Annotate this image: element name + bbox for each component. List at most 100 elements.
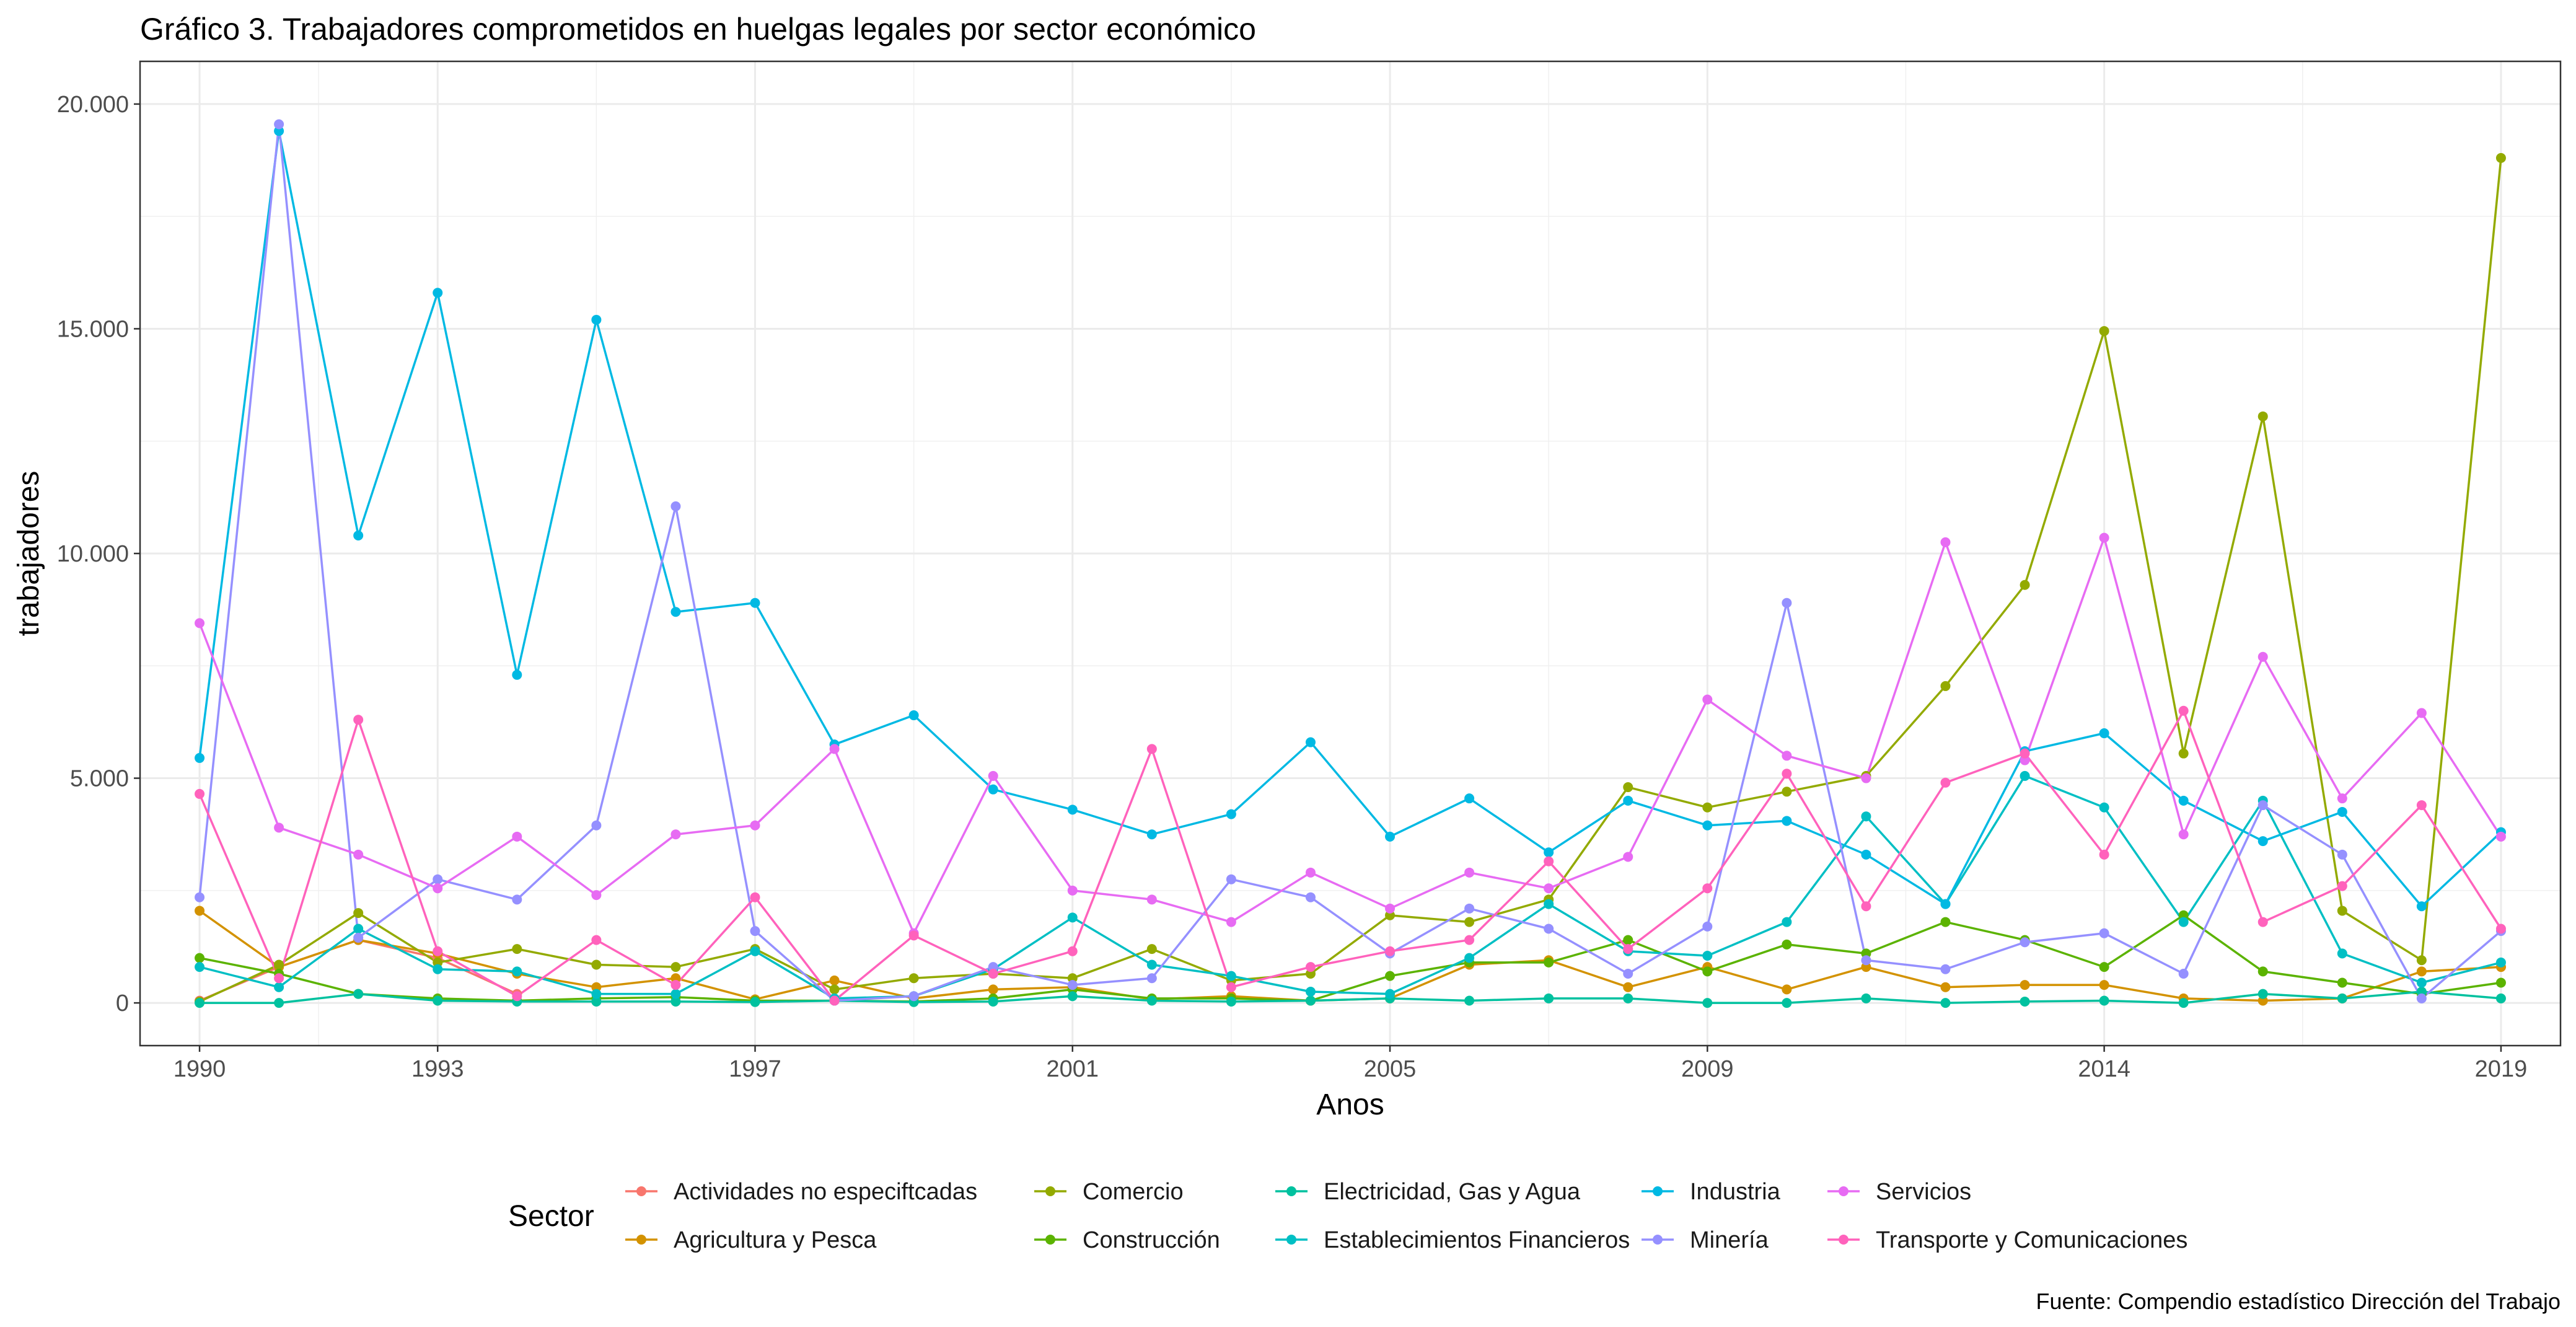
- x-tick-label: 2001: [1046, 1056, 1099, 1082]
- legend-label: Establecimientos Financieros: [1324, 1227, 1630, 1253]
- data-point-5: [274, 982, 284, 992]
- legend-key-point: [1839, 1235, 1848, 1245]
- data-point-5: [2020, 770, 2030, 781]
- data-point-7: [1940, 964, 1951, 974]
- data-point-3: [195, 953, 205, 963]
- series-line-8: [198, 536, 2502, 935]
- data-point-4: [1861, 993, 1871, 1003]
- data-point-4: [1782, 998, 1792, 1008]
- data-point-8: [1146, 894, 1157, 905]
- data-point-7: [750, 926, 760, 937]
- data-point-6: [1623, 795, 1633, 806]
- data-point-7: [1067, 980, 1078, 990]
- data-point-4: [2495, 993, 2506, 1003]
- data-point-2: [1464, 917, 1475, 927]
- legend-item: Construcción: [1034, 1227, 1220, 1253]
- data-point-4: [1067, 991, 1078, 1002]
- data-point-8: [591, 890, 602, 901]
- data-point-1: [2099, 980, 2109, 990]
- data-point-4: [988, 996, 998, 1007]
- data-point-8: [1385, 903, 1396, 914]
- data-point-4: [1940, 998, 1951, 1008]
- data-point-2: [1782, 787, 1792, 797]
- data-point-1: [1623, 982, 1633, 992]
- legend-item: Servicios: [1827, 1179, 1971, 1205]
- data-point-1: [829, 975, 840, 985]
- data-point-9: [591, 935, 602, 945]
- data-point-6: [908, 710, 919, 721]
- x-tick-label: 2009: [1681, 1056, 1734, 1082]
- data-point-6: [2337, 806, 2347, 817]
- data-point-8: [1782, 751, 1792, 761]
- series-lines: [198, 123, 2502, 1004]
- data-point-6: [1702, 820, 1713, 831]
- data-point-8: [1702, 694, 1713, 705]
- data-point-8: [512, 831, 522, 842]
- data-point-3: [2337, 977, 2347, 988]
- data-point-3: [1385, 971, 1396, 981]
- data-point-9: [512, 991, 522, 1002]
- data-point-5: [591, 989, 602, 999]
- data-point-5: [2495, 957, 2506, 968]
- legend-item: Industria: [1642, 1179, 1781, 1205]
- x-tick-label: 1997: [729, 1056, 781, 1082]
- data-point-4: [2099, 995, 2109, 1006]
- data-point-7: [2020, 937, 2030, 948]
- data-point-4: [195, 998, 205, 1008]
- data-point-5: [670, 989, 681, 999]
- data-point-7: [1623, 968, 1633, 979]
- data-point-5: [1464, 953, 1475, 963]
- data-point-4: [433, 995, 443, 1006]
- data-point-8: [1226, 917, 1236, 927]
- data-point-8: [829, 744, 840, 754]
- data-point-7: [1702, 921, 1713, 932]
- data-point-9: [353, 715, 364, 725]
- data-point-2: [2495, 152, 2506, 163]
- data-point-9: [1623, 944, 1633, 954]
- data-point-6: [1385, 831, 1396, 842]
- y-tick-label: 20.000: [57, 92, 129, 118]
- data-point-7: [2099, 928, 2109, 938]
- data-point-7: [1226, 874, 1236, 884]
- data-point-9: [750, 892, 760, 902]
- legend-item: Transporte y Comunicaciones: [1827, 1227, 2187, 1253]
- data-point-6: [1861, 849, 1871, 860]
- data-point-2: [2178, 748, 2189, 759]
- data-point-2: [829, 984, 840, 995]
- legend-key-point: [1045, 1235, 1055, 1245]
- data-point-2: [512, 944, 522, 954]
- legend-item: Comercio: [1034, 1179, 1184, 1205]
- data-point-7: [2416, 993, 2427, 1003]
- data-point-9: [2337, 881, 2347, 891]
- data-point-9: [2099, 849, 2109, 860]
- data-point-4: [1702, 998, 1713, 1008]
- series-line-6: [198, 130, 2502, 907]
- data-point-9: [988, 968, 998, 979]
- data-point-8: [1861, 773, 1871, 783]
- y-tick-label: 15.000: [57, 316, 129, 342]
- data-point-5: [2099, 802, 2109, 813]
- data-point-8: [1940, 537, 1951, 547]
- data-point-7: [2337, 849, 2347, 860]
- x-tick-label: 2005: [1364, 1056, 1417, 1082]
- data-point-8: [2495, 831, 2506, 842]
- data-point-9: [1861, 901, 1871, 912]
- data-point-8: [2416, 708, 2427, 718]
- x-tick-label: 1990: [174, 1056, 226, 1082]
- legend-key-point: [636, 1186, 646, 1196]
- data-point-9: [1702, 883, 1713, 894]
- data-point-9: [2020, 748, 2030, 759]
- series-line-2: [199, 157, 2502, 1003]
- data-point-4: [274, 998, 284, 1008]
- y-axis-title: trabajadores: [12, 471, 45, 637]
- data-point-3: [2495, 977, 2506, 988]
- data-point-8: [1623, 852, 1633, 862]
- data-point-5: [2337, 948, 2347, 959]
- data-point-4: [1226, 996, 1236, 1007]
- y-tick-label: 10.000: [57, 541, 129, 567]
- data-point-8: [2257, 651, 2268, 662]
- data-point-2: [274, 959, 284, 970]
- data-point-4: [670, 996, 681, 1007]
- data-point-9: [433, 946, 443, 956]
- data-point-5: [433, 964, 443, 974]
